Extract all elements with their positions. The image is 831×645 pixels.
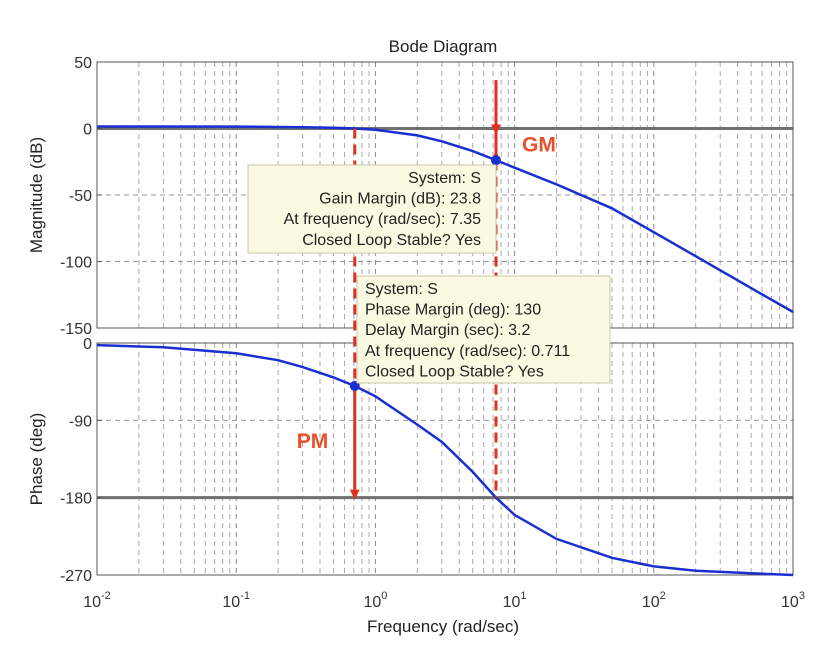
y-tick-label: 0 [83,336,92,353]
phase-margin-datatip-line: Closed Loop Stable? Yes [365,363,544,380]
phase-margin-datatip-line: Phase Margin (deg): 130 [365,302,541,319]
x-tick-label: 100 [363,590,387,611]
phase-margin-datatip-line: System: S [365,281,438,298]
y-tick-label: -90 [69,413,92,430]
phase-margin-datatip-line: At frequency (rad/sec): 0.711 [365,343,570,360]
x-tick-labels: 10-2 10-1 100 101 102 103 [83,590,805,611]
y-tick-label: 0 [83,122,92,139]
gain-margin-callout: GM [522,134,556,157]
phase-margin-datatip-box [356,275,611,384]
gain-margin-datatip-box [247,164,497,254]
y-tick-label: -270 [60,568,92,585]
y-tick-label: -150 [60,321,92,338]
x-axis-label: Frequency (rad/sec) [367,617,519,636]
y-tick-label: -100 [60,255,92,272]
gain-margin-datatip-line: Gain Margin (dB): 23.8 [319,191,481,208]
y-tick-label: -180 [60,491,92,508]
magnitude-y-axis-label: Magnitude (dB) [27,137,46,253]
chart-title: Bode Diagram [389,37,498,56]
phase-y-axis-label: Phase (deg) [27,413,46,506]
y-tick-label: 50 [74,55,92,72]
gain-margin-datatip-line: System: S [408,170,481,187]
x-tick-label: 102 [642,590,666,611]
x-tick-label: 10-2 [83,590,111,611]
y-tick-label: -50 [69,188,92,205]
gain-margin-point [490,155,501,166]
phase-curve [96,343,794,577]
datatips: System: S Gain Margin (dB): 23.8 At freque… [247,164,611,384]
phase-margin-callout: PM [297,430,329,453]
magnitude-curve [96,125,794,314]
x-tick-label: 10-1 [222,590,250,611]
gain-margin-datatip-line: Closed Loop Stable? Yes [302,232,481,249]
x-tick-label: 103 [781,590,805,611]
gain-margin-datatip-line: At frequency (rad/sec): 7.35 [284,211,482,228]
gain-margin-arrowhead-down [490,124,501,135]
phase-margin-arrowhead [349,489,360,500]
phase-margin-datatip-line: Delay Margin (sec): 3.2 [365,322,530,339]
x-tick-label: 101 [503,590,527,611]
